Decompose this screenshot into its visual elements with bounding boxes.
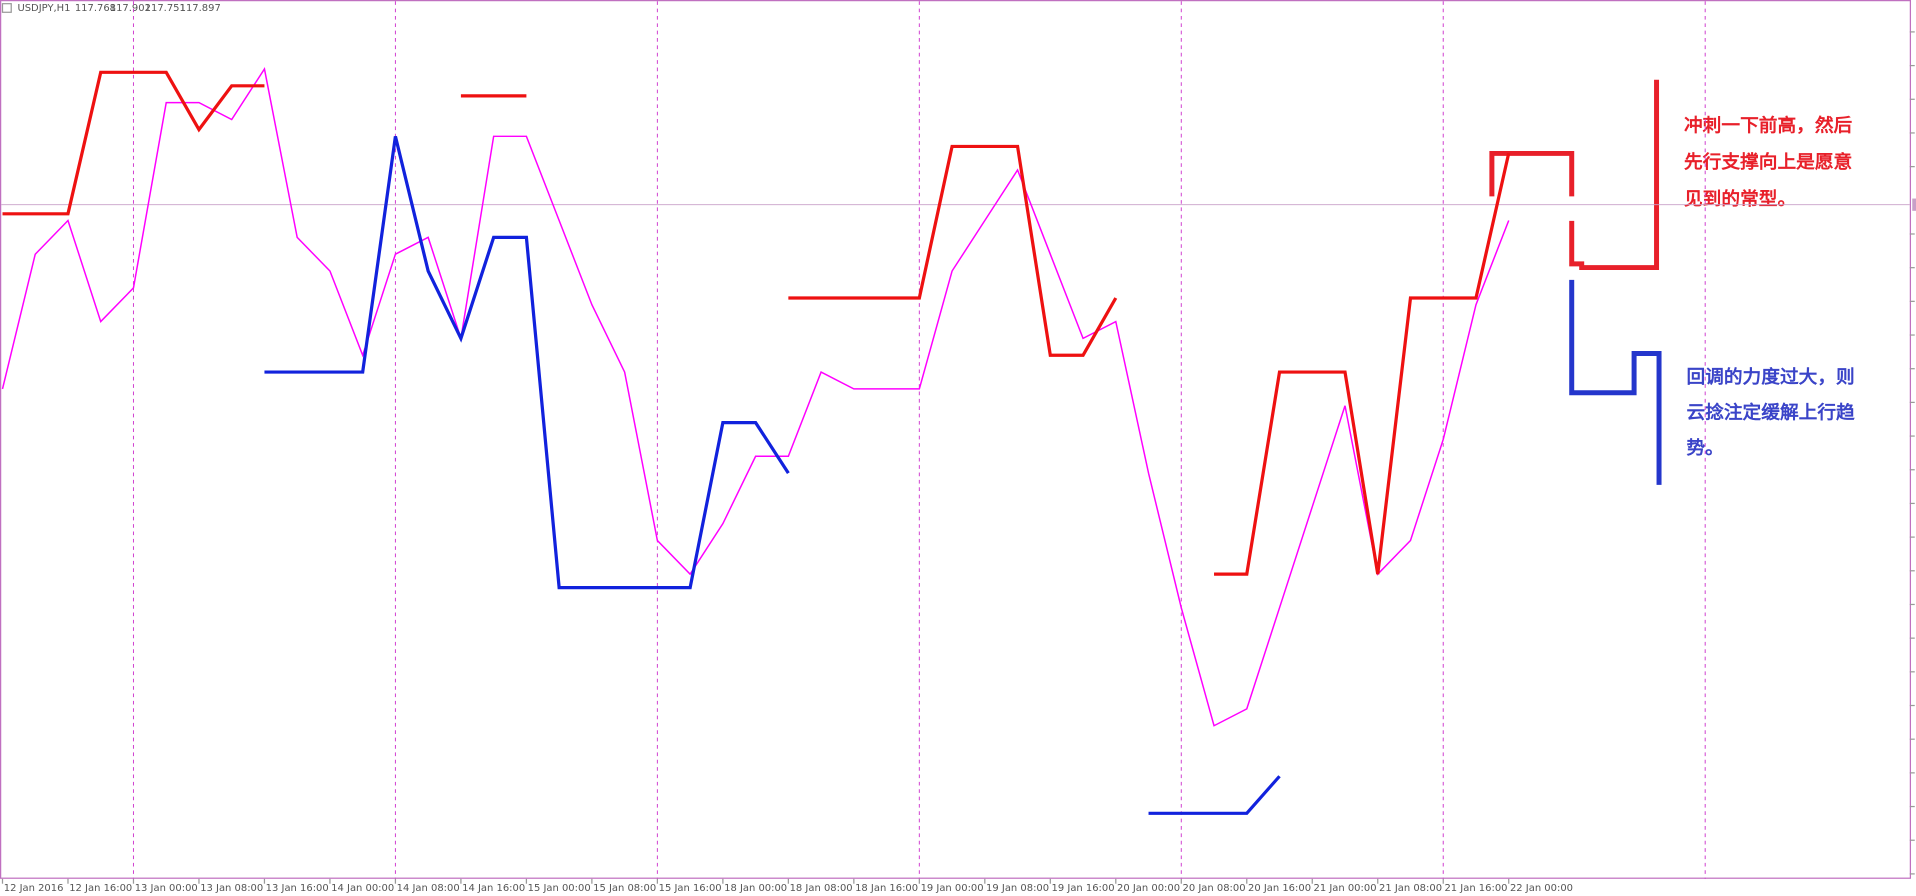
x-tick-label: 13 Jan 08:00 <box>200 883 263 894</box>
note-line: 冲刺一下前高，然后 <box>1684 114 1853 136</box>
x-tick-label: 14 Jan 00:00 <box>331 883 394 894</box>
x-tick-label: 19 Jan 00:00 <box>921 883 984 894</box>
note-line: 先行支撑向上是愿意 <box>1684 151 1852 173</box>
symbol: USDJPY,H1 <box>17 3 70 14</box>
note-line: 见到的常型。 <box>1684 188 1796 210</box>
x-tick-label: 18 Jan 08:00 <box>790 883 853 894</box>
x-tick-label: 14 Jan 08:00 <box>397 883 460 894</box>
close: 117.897 <box>180 3 221 14</box>
x-tick-label: 19 Jan 08:00 <box>986 883 1049 894</box>
header: USDJPY,H1 117.768 117.902 117.751 117.89… <box>1 3 221 14</box>
high: 117.902 <box>110 3 151 14</box>
low: 117.751 <box>145 3 186 14</box>
x-tick-label: 15 Jan 16:00 <box>659 883 722 894</box>
x-tick-label: 12 Jan 16:00 <box>69 883 132 894</box>
x-tick-label: 18 Jan 00:00 <box>724 883 787 894</box>
x-tick-label: 20 Jan 16:00 <box>1248 883 1311 894</box>
x-tick-label: 21 Jan 08:00 <box>1379 883 1442 894</box>
icon <box>1 3 12 13</box>
x-tick-label: 21 Jan 16:00 <box>1444 883 1507 894</box>
drawing-red <box>1489 79 1660 271</box>
x-tick-label: 13 Jan 00:00 <box>135 883 198 894</box>
x-tick-label: 15 Jan 00:00 <box>528 883 591 894</box>
x-tick-label: 22 Jan 00:00 <box>1510 883 1573 894</box>
x-tick-label: 19 Jan 16:00 <box>1052 883 1115 894</box>
plot-frame <box>0 0 1912 879</box>
drawing-blue <box>1569 279 1662 485</box>
x-tick-label: 21 Jan 00:00 <box>1314 883 1377 894</box>
note-line: 势。 <box>1686 437 1723 459</box>
x-tick-label: 20 Jan 08:00 <box>1183 883 1246 894</box>
note-line: 回调的力度过大，则 <box>1686 366 1854 388</box>
series-line <box>2 70 1511 576</box>
x-tick-label: 14 Jan 16:00 <box>462 883 525 894</box>
x-tick-label: 15 Jan 08:00 <box>593 883 656 894</box>
note-lower: 回调的力度过大，则 云捻注定缓解上行趋 势。 <box>1686 366 1855 459</box>
price-box <box>1912 198 1916 211</box>
x-tick-label: 20 Jan 00:00 <box>1117 883 1180 894</box>
open: 117.768 <box>75 3 116 14</box>
x-tick-label: 13 Jan 16:00 <box>266 883 329 894</box>
x-tick-label: 18 Jan 16:00 <box>855 883 918 894</box>
note-line: 云捻注定缓解上行趋 <box>1686 402 1855 424</box>
x-tick-label: 12 Jan 2016 <box>4 883 64 894</box>
series-line <box>264 135 1281 815</box>
